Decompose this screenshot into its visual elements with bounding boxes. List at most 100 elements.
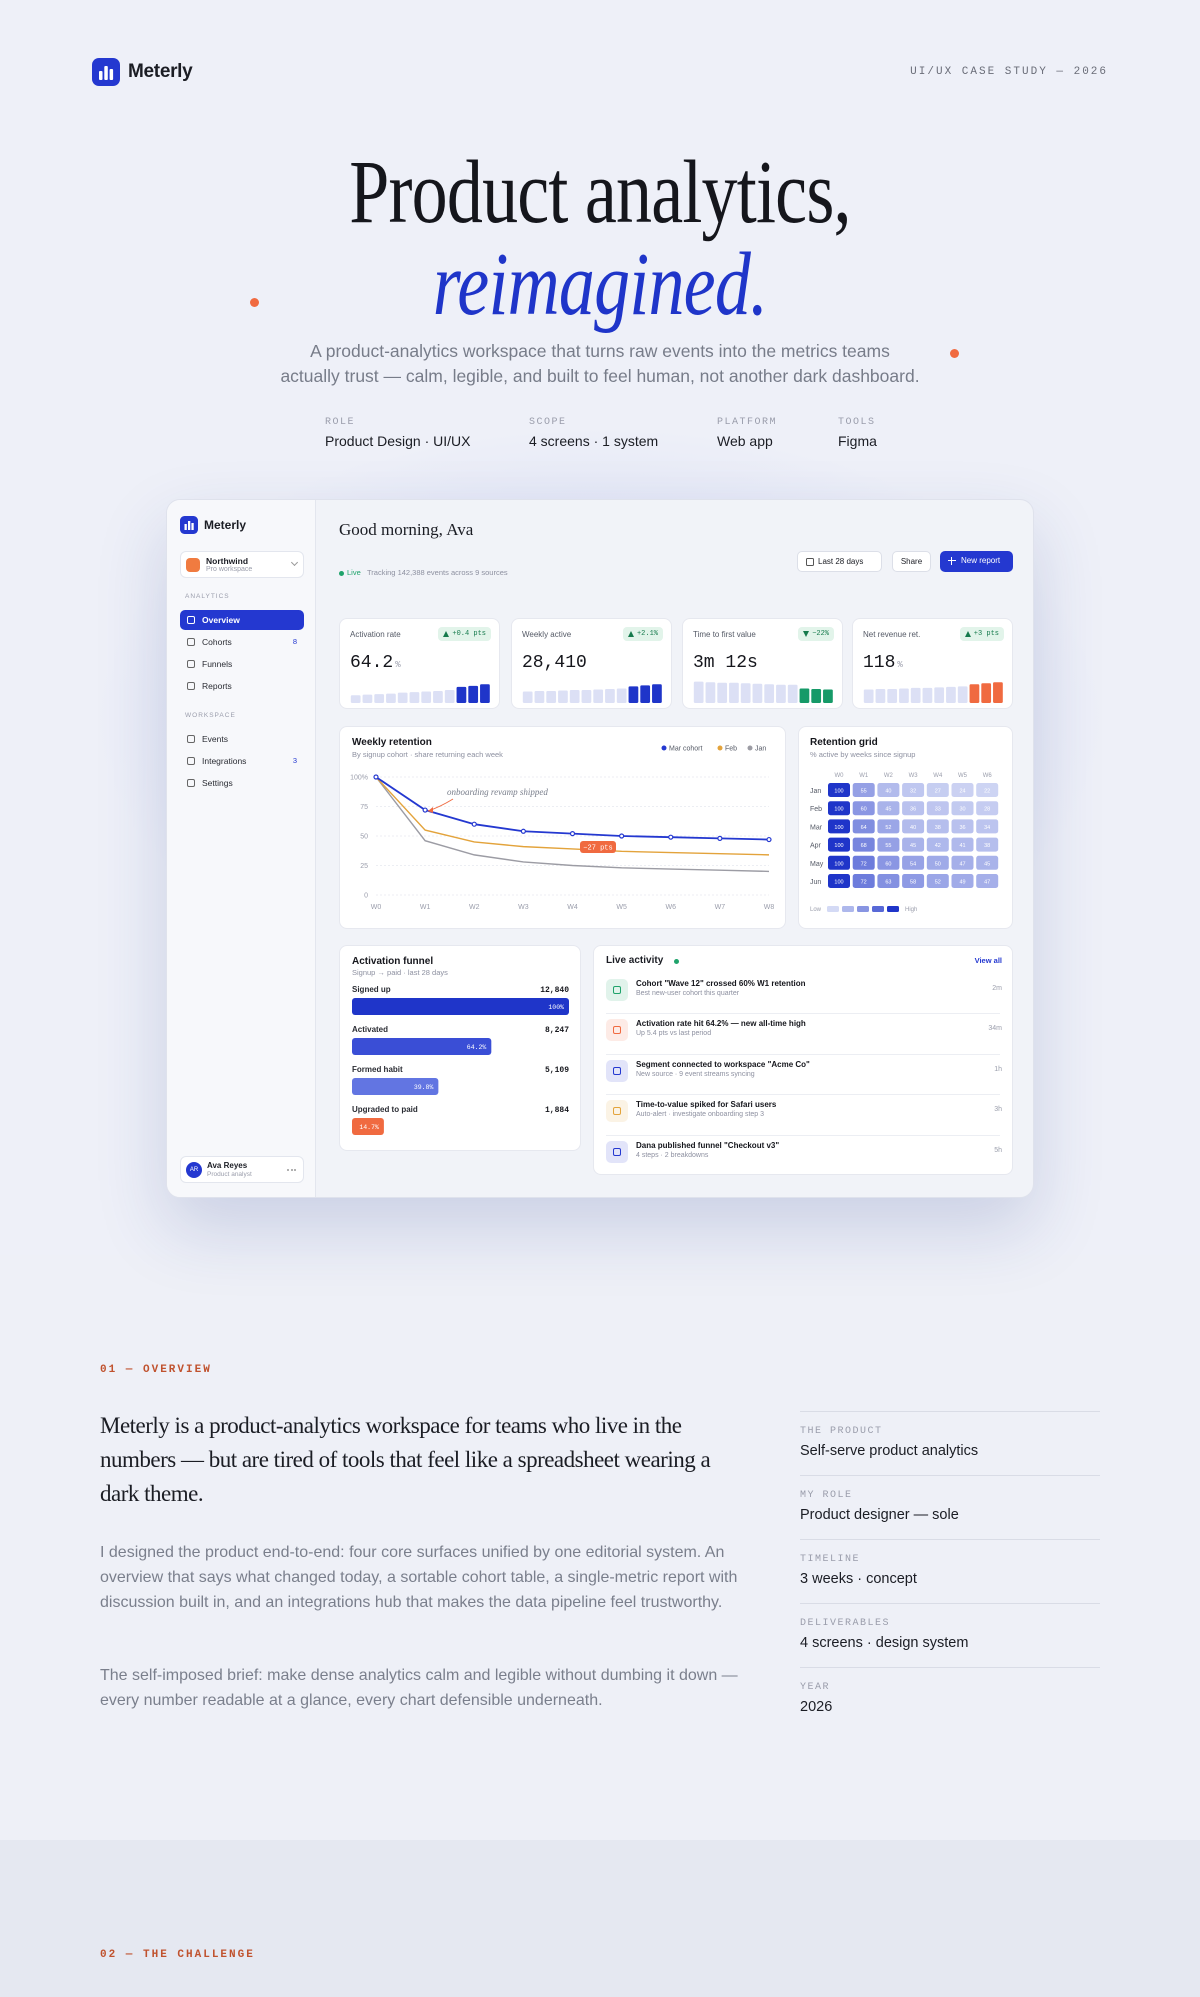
activity-title[interactable]: Segment connected to workspace "Acme Co": [636, 1059, 810, 1069]
activity-title[interactable]: Cohort "Wave 12" crossed 60% W1 retentio…: [636, 979, 806, 988]
delta-badge: −27 pts: [583, 845, 612, 853]
fact-label: MY ROLE: [800, 1490, 853, 1501]
kpi-delta: +3 pts: [959, 627, 1004, 641]
delta-arrow: [627, 631, 634, 637]
activity-icon: [606, 1059, 628, 1082]
cell-value: 52: [885, 825, 891, 831]
delta-text: +2.1%: [636, 630, 658, 638]
kpi-card: Net revenue ret. +3 pts 118%: [852, 618, 1013, 709]
nav-item[interactable]: Overview: [180, 610, 304, 630]
legend-label: Mar cohort: [669, 746, 703, 753]
y-tick-label: 75: [360, 804, 368, 811]
delta-text: +3 pts: [973, 630, 999, 638]
nav-item[interactable]: Funnels: [180, 654, 304, 674]
new-report-button[interactable]: New report: [940, 551, 1013, 572]
activity-title[interactable]: Dana published funnel "Checkout v3": [636, 1140, 780, 1150]
user-card[interactable]: AR Ava Reyes Product analyst: [180, 1156, 304, 1183]
cell-value: 100: [834, 843, 843, 849]
y-tick-label: 0: [364, 893, 368, 900]
button-label: New report: [961, 556, 1001, 565]
decor-dot: [250, 298, 259, 307]
column-label: W4: [933, 773, 943, 779]
meta-value: Figma: [838, 433, 877, 449]
button-label: Last 28 days: [818, 557, 864, 566]
spark-bar: [558, 690, 568, 703]
nav-item[interactable]: Cohorts 8: [180, 632, 304, 652]
badge-bg: [580, 841, 616, 853]
tracking-text: Tracking 142,388 events across 9 sources: [367, 568, 508, 577]
x-tick-label: W5: [616, 904, 627, 911]
cell-value: 100: [834, 789, 843, 795]
activity-sub: Up 5.4 pts vs last period: [636, 1030, 712, 1038]
step-count: 12,840: [540, 986, 569, 995]
retention-chart-card: Weekly retention By signup cohort · share…: [339, 726, 786, 929]
cell-value: 50: [935, 861, 941, 867]
nav-badge: 8: [292, 637, 297, 646]
date-range-button[interactable]: Last 28 days: [797, 551, 882, 572]
nav-item[interactable]: Settings: [180, 773, 304, 793]
meta-value: 4 screens · 1 system: [529, 433, 659, 449]
delta-arrow: [803, 631, 810, 637]
kpi-delta: +0.4 pts: [438, 627, 491, 641]
nav-item[interactable]: Integrations 3: [180, 751, 304, 771]
cell-value: 47: [984, 880, 990, 886]
cell-value: 100: [834, 807, 843, 813]
chevron: [290, 558, 299, 567]
cell-value: 55: [861, 789, 867, 795]
heat-cell: [926, 855, 949, 870]
spark-bar: [386, 693, 396, 703]
heat-cell: [877, 837, 900, 852]
legend-swatch: [827, 906, 839, 912]
chart-subtitle: By signup cohort · share returning each …: [352, 750, 503, 759]
card-subtitle: Signup → paid · last 28 days: [352, 968, 448, 977]
nav-item[interactable]: Events: [180, 729, 304, 749]
cell-value: 100: [834, 861, 843, 867]
heat-cell: [976, 783, 999, 797]
brand-name[interactable]: Meterly: [128, 61, 193, 82]
cell-value: 55: [885, 843, 891, 849]
user-avatar: AR: [186, 1162, 202, 1178]
divider: [606, 1094, 1000, 1096]
spark-bar: [887, 688, 898, 703]
spark-bar: [993, 682, 1003, 703]
overview-paragraph: The self-imposed brief: make dense analy…: [100, 1667, 738, 1709]
nav-label: Events: [202, 734, 228, 744]
kpi-number: 3m 12s: [693, 653, 758, 673]
cell-value: 100: [834, 825, 843, 831]
nav-item[interactable]: Reports: [180, 676, 304, 696]
kpi-value: 3m 12s: [693, 653, 758, 673]
cell-value: 36: [910, 807, 916, 813]
nav-label: Integrations: [202, 756, 247, 766]
cell-value: 38: [984, 843, 990, 849]
heat-cell: [877, 819, 900, 834]
spark-bar: [787, 684, 798, 703]
workspace-switcher[interactable]: Northwind Pro workspace: [180, 551, 304, 578]
share-button[interactable]: Share: [892, 551, 931, 572]
heat-cell: [951, 819, 974, 834]
heat-cell: [852, 855, 875, 870]
heat-cell: [951, 783, 974, 797]
cell-value: 28: [984, 807, 990, 813]
heat-cell: [828, 819, 850, 834]
cell-value: 45: [885, 807, 891, 813]
icon-glyph: [613, 986, 621, 994]
point: [717, 835, 723, 841]
point: [619, 833, 625, 839]
activity-sub: Auto-alert · investigate onboarding step…: [636, 1111, 765, 1119]
cell-value: 40: [910, 825, 916, 831]
cell-value: 38: [935, 825, 941, 831]
activity-title[interactable]: Time-to-value spiked for Safari users: [636, 1100, 777, 1110]
activity-title[interactable]: Activation rate hit 64.2% — new all-time…: [636, 1019, 806, 1029]
spark-bar: [705, 682, 716, 703]
view-all-link[interactable]: View all: [974, 956, 1002, 965]
legend-label: Jan: [755, 746, 766, 753]
kpi-label: Activation rate: [350, 630, 401, 639]
nav-icon: [187, 638, 195, 646]
case-study-tag: UI/UX CASE STUDY — 2026: [910, 66, 1108, 78]
cell-value: 60: [885, 861, 891, 867]
card-subtitle: % active by weeks since signup: [810, 750, 915, 759]
spark-bar: [910, 687, 921, 703]
cell-value: 42: [935, 843, 941, 849]
spark-bar: [969, 684, 980, 703]
spark-bar: [946, 686, 956, 703]
